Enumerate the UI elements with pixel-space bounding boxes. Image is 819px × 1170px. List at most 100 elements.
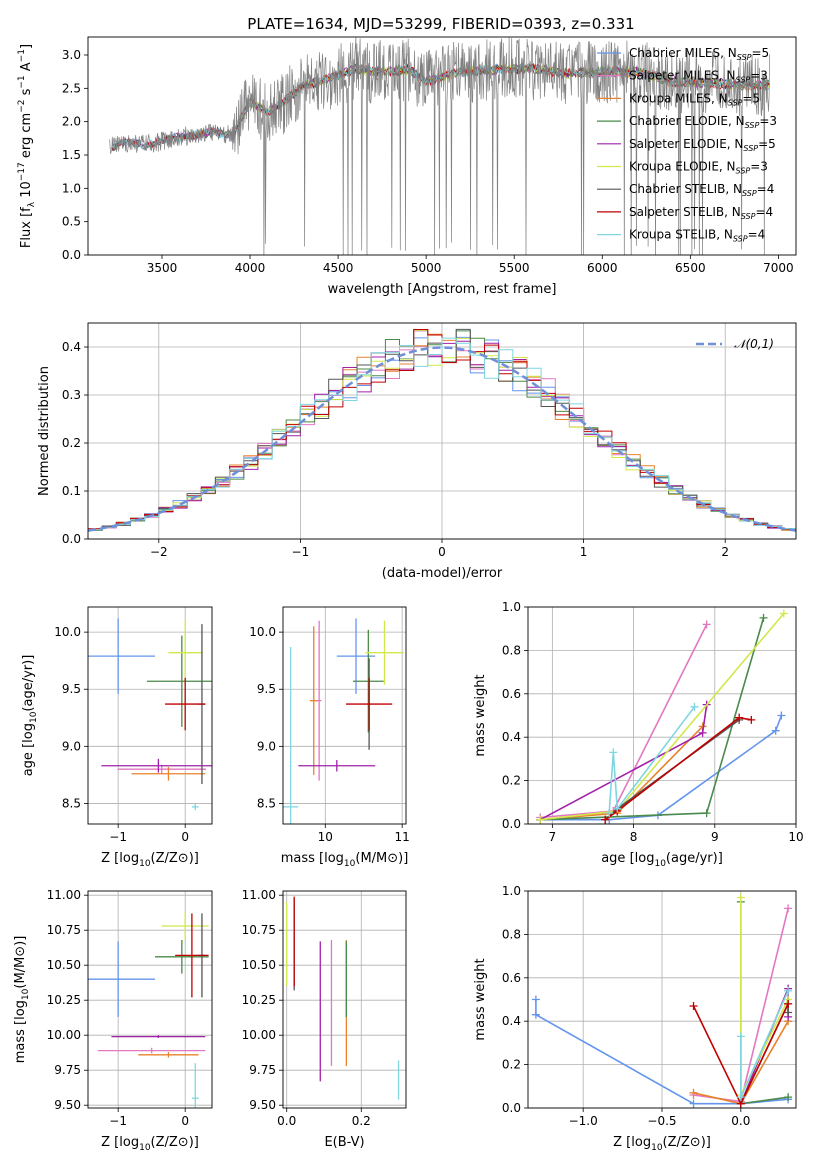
y-tick-label: 0.0 [502,1101,521,1115]
weight-marker [784,999,793,1008]
y-axis-label: age [log10​(age/yr)] [21,655,39,777]
weight-marker [689,1088,698,1097]
x-axis-label: wavelength [Angstrom, rest frame] [328,282,557,297]
y-tick-label: 3.0 [62,48,81,62]
weight-marker [784,1008,793,1017]
y-tick-label: 9.50 [54,1098,81,1112]
y-tick-label: 10.00 [47,1028,81,1042]
ticks: −1 0 8.5 9.0 9.5 10.0 [54,607,212,844]
x-tick-label: 5000 [411,261,442,275]
x-tick-label: 0 [181,830,189,844]
y-tick-label: 0.0 [502,817,521,831]
axes-frame [527,890,797,1109]
ticks: 3500 4000 4500 5000 5500 6000 6500 7000 0.0 0.5 1.… [62,48,794,275]
y-tick-label: 2.5 [62,81,81,95]
y-tick-label: 1.0 [62,181,81,195]
plot-area [88,912,209,1108]
axes-frame [87,36,797,256]
y-tick-label: 9.50 [249,1098,276,1112]
plot-area [283,618,404,824]
x-tick-label: 6000 [587,261,618,275]
figure-title: PLATE=1634, MJD=53299, FIBERID=0393, z=0… [247,15,634,33]
y-tick-label: 0.2 [502,774,521,788]
x-tick-label: 9 [711,830,719,844]
weight-line [540,612,785,821]
x-tick-label: 4000 [235,261,266,275]
legend-label: 𝒩(0,1) [734,337,774,351]
y-tick-label: 0.8 [502,643,521,657]
weight-line [740,897,789,1096]
y-tick-label: 1.0 [502,600,521,614]
weight-marker [689,1002,698,1011]
weight-marker [698,728,707,737]
y-tick-label: 10.0 [54,625,81,639]
weight-marker [779,609,788,618]
x-tick-label: 8 [630,830,638,844]
x-tick-label: −1.0 [569,1114,598,1128]
y-tick-label: 1.5 [62,148,81,162]
weight-marker [702,620,711,629]
axes-residuals: −2 −1 0 1 2 0.0 0.1 0.2 0.3 0.4 (data-model)/error… [37,322,797,581]
y-axis-label: mass weight [473,674,488,756]
normal-reference-curve [88,346,796,532]
plot-area [286,896,400,1100]
x-axis-label: age [log10​(age/yr)] [601,851,723,869]
y-tick-label: 11.00 [242,888,276,902]
y-tick-label: 0.2 [502,1058,521,1072]
x-axis-label: (data-model)/error [382,566,503,581]
legend-label: Kroupa STELIB, NSSP=4 [629,228,765,244]
x-tick-label: 6500 [675,261,706,275]
x-axis-label: Z [log10​(Z/Z⊙)] [101,1135,199,1153]
x-tick-label: 5500 [499,261,530,275]
residual-histogram [88,337,796,531]
x-tick-label: −0.5 [647,1114,676,1128]
y-tick-label: 1.0 [502,884,521,898]
legend-label: Chabrier MILES, NSSP=5 [629,46,769,62]
weight-marker [536,815,545,824]
weight-line [540,715,783,821]
y-tick-label: 0.6 [502,687,521,701]
x-tick-label: 1 [580,545,588,559]
x-tick-label: 4500 [323,261,354,275]
x-tick-label: 11 [395,830,410,844]
plot-area [536,609,788,824]
x-tick-label: 10 [788,830,803,844]
axes-mass_weight_vs_age: 7 8 9 10 0.0 0.2 0.4 0.6 0.8 1.0 age [log10​(age/y… [473,600,804,869]
ticks: −2 −1 0 1 2 0.0 0.1 0.2 0.3 0.4 [62,323,796,559]
legend-label: Chabrier ELODIE, NSSP=3 [629,114,777,130]
weight-marker [771,726,780,735]
y-axis-label: Normed distribution [37,366,52,496]
y-axis-label: mass [log10​(M/M⊙)] [13,936,31,1064]
y-tick-label: 9.0 [62,739,81,753]
y-tick-label: 9.75 [249,1063,276,1077]
x-axis-label: Z [log10​(Z/Z⊙)] [613,1135,711,1153]
y-tick-label: 10.00 [242,1028,276,1042]
weight-marker [784,986,793,995]
x-tick-label: 7 [549,830,557,844]
legend-label: Salpeter STELIB, NSSP=4 [629,205,773,221]
axes-mass_vs_ebv: 0.0 0.2 9.50 9.75 10.00 10.25 10.50 10.75 11.00 E… [242,888,407,1150]
y-tick-label: 8.5 [257,796,276,810]
y-tick-label: 10.75 [242,923,276,937]
x-tick-label: 0 [181,1114,189,1128]
y-tick-label: 0.4 [502,1014,521,1028]
weight-marker [613,804,622,813]
x-tick-label: 2 [721,545,729,559]
weight-marker [736,1032,745,1041]
y-tick-label: 9.75 [54,1063,81,1077]
ticks: −1.0 −0.5 0.0 0.0 0.2 0.4 0.6 0.8 1.0 [502,884,796,1128]
legend-label: Chabrier STELIB, NSSP=4 [629,182,774,198]
axes-frame [282,606,407,825]
y-tick-label: 10.50 [242,958,276,972]
weight-marker [689,1099,698,1108]
x-tick-label: 0.2 [352,1114,371,1128]
x-tick-label: 0.0 [731,1114,750,1128]
x-tick-label: −1 [109,830,127,844]
weight-marker [702,809,711,818]
weight-line [540,624,708,819]
weight-marker [736,1093,745,1102]
y-tick-label: 0.0 [62,532,81,546]
weight-marker [784,904,793,913]
weight-line [540,617,765,821]
y-tick-label: 0.3 [62,388,81,402]
